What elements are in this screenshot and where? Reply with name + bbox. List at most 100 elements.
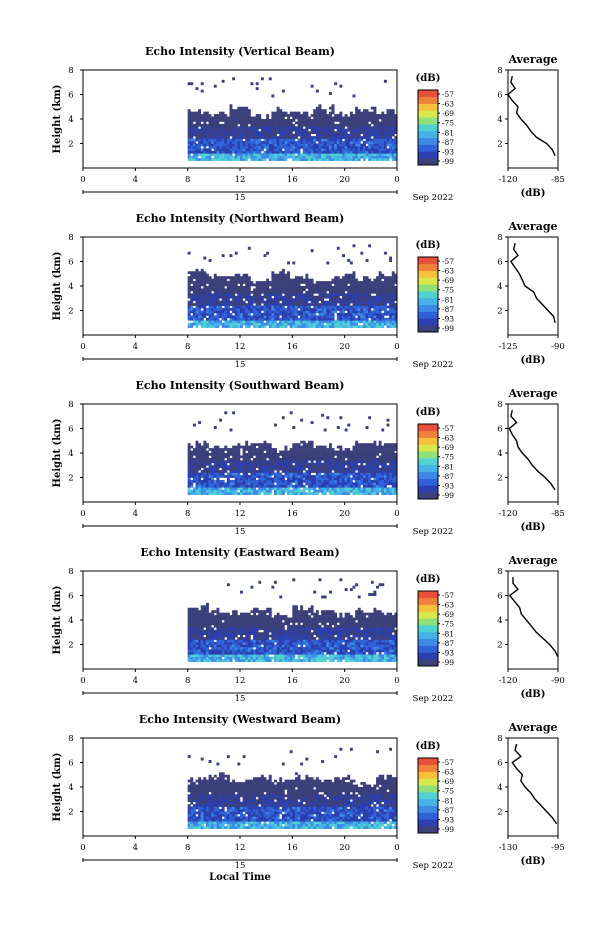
heat-cell bbox=[247, 457, 251, 461]
heat-cell bbox=[226, 465, 230, 468]
heat-cell bbox=[357, 489, 361, 493]
heat-cell bbox=[237, 453, 241, 456]
heat-cell bbox=[362, 460, 366, 464]
heat-cell bbox=[216, 116, 220, 120]
heat-cell bbox=[250, 126, 254, 130]
heat-cell bbox=[315, 467, 319, 471]
heat-cell bbox=[208, 322, 212, 326]
heat-cell bbox=[323, 428, 327, 432]
heat-cell bbox=[383, 305, 387, 309]
heat-cell bbox=[305, 298, 309, 301]
heat-cell bbox=[294, 482, 298, 486]
heat-cell bbox=[284, 467, 288, 471]
heat-cell bbox=[328, 492, 332, 495]
heat-cell bbox=[266, 121, 270, 125]
heat-cell bbox=[211, 457, 215, 461]
heat-cell bbox=[211, 320, 215, 324]
heat-cell bbox=[328, 145, 332, 149]
heat-cell bbox=[365, 312, 369, 316]
heat-cell bbox=[289, 482, 293, 486]
heat-cell bbox=[226, 155, 230, 159]
y-tick-label: 8 bbox=[68, 66, 73, 76]
heat-cell bbox=[315, 477, 319, 481]
heat-cell bbox=[355, 121, 359, 125]
heat-cell bbox=[274, 450, 277, 454]
heat-cell bbox=[308, 116, 311, 120]
heat-cell bbox=[247, 295, 251, 299]
heat-cell bbox=[357, 470, 361, 473]
heat-cell bbox=[383, 143, 387, 147]
heat-cell bbox=[219, 116, 222, 120]
heat-cell bbox=[383, 492, 387, 495]
heat-cell bbox=[247, 312, 251, 316]
heat-cell bbox=[362, 281, 366, 284]
heat-cell bbox=[216, 322, 220, 326]
heat-cell bbox=[287, 305, 291, 309]
heat-cell bbox=[342, 141, 345, 144]
heat-cell bbox=[305, 116, 309, 120]
heat-cell bbox=[378, 440, 382, 444]
heat-cell bbox=[365, 443, 369, 446]
heat-cell bbox=[302, 305, 306, 309]
heat-cell bbox=[305, 278, 309, 282]
heat-cell bbox=[187, 121, 191, 125]
heat-cell bbox=[292, 153, 296, 157]
heat-cell bbox=[360, 136, 364, 139]
heat-cell bbox=[224, 158, 228, 161]
heat-cell bbox=[381, 148, 385, 152]
heat-cell bbox=[357, 126, 361, 130]
heat-cell bbox=[313, 477, 317, 481]
heat-cell bbox=[187, 487, 191, 491]
colorbar-swatch bbox=[418, 318, 438, 326]
heat-cell bbox=[213, 273, 217, 277]
heat-cell bbox=[378, 470, 382, 473]
heat-cell bbox=[339, 283, 343, 287]
heat-cell bbox=[321, 492, 325, 495]
heat-cell bbox=[389, 317, 393, 321]
heat-cell bbox=[198, 273, 202, 277]
heat-cell bbox=[284, 111, 288, 115]
heat-cell bbox=[376, 281, 379, 284]
heat-cell bbox=[237, 286, 241, 289]
heat-cell bbox=[240, 143, 243, 147]
heat-cell bbox=[187, 450, 191, 454]
heat-cell bbox=[271, 465, 275, 468]
heat-cell bbox=[279, 472, 283, 476]
heat-cell bbox=[347, 472, 351, 476]
heat-cell bbox=[271, 448, 275, 451]
heat-cell bbox=[339, 453, 343, 456]
heat-cell bbox=[373, 489, 377, 493]
heat-cell bbox=[349, 150, 353, 154]
heat-cell bbox=[308, 440, 311, 444]
heat-cell bbox=[232, 487, 236, 491]
x-tick-label: 20 bbox=[339, 509, 350, 519]
colorbar-swatch bbox=[418, 458, 438, 466]
heat-cell bbox=[331, 295, 335, 299]
heat-cell bbox=[300, 320, 304, 324]
heat-cell bbox=[205, 133, 209, 137]
heat-cell bbox=[349, 153, 353, 157]
heat-cell bbox=[328, 111, 332, 115]
heat-cell bbox=[245, 325, 249, 328]
heat-cell bbox=[242, 136, 246, 139]
heat-cell bbox=[376, 295, 379, 299]
heat-cell bbox=[226, 308, 230, 311]
heat-cell bbox=[260, 312, 264, 316]
heat-cell bbox=[287, 477, 291, 481]
heat-cell bbox=[245, 281, 249, 284]
heat-cell bbox=[391, 298, 395, 301]
heat-cell bbox=[302, 123, 306, 127]
heat-cell bbox=[208, 148, 212, 152]
heat-cell bbox=[365, 276, 369, 279]
heat-cell bbox=[381, 320, 385, 324]
heat-cell bbox=[213, 290, 217, 294]
heat-cell bbox=[263, 143, 267, 147]
heat-cell bbox=[224, 290, 228, 294]
heat-cell bbox=[224, 145, 228, 149]
heat-cell bbox=[195, 116, 199, 120]
heat-cell bbox=[357, 317, 361, 321]
heat-cell bbox=[255, 121, 259, 125]
heat-cell bbox=[318, 462, 322, 466]
heat-cell bbox=[240, 109, 243, 112]
heat-cell bbox=[192, 320, 196, 324]
